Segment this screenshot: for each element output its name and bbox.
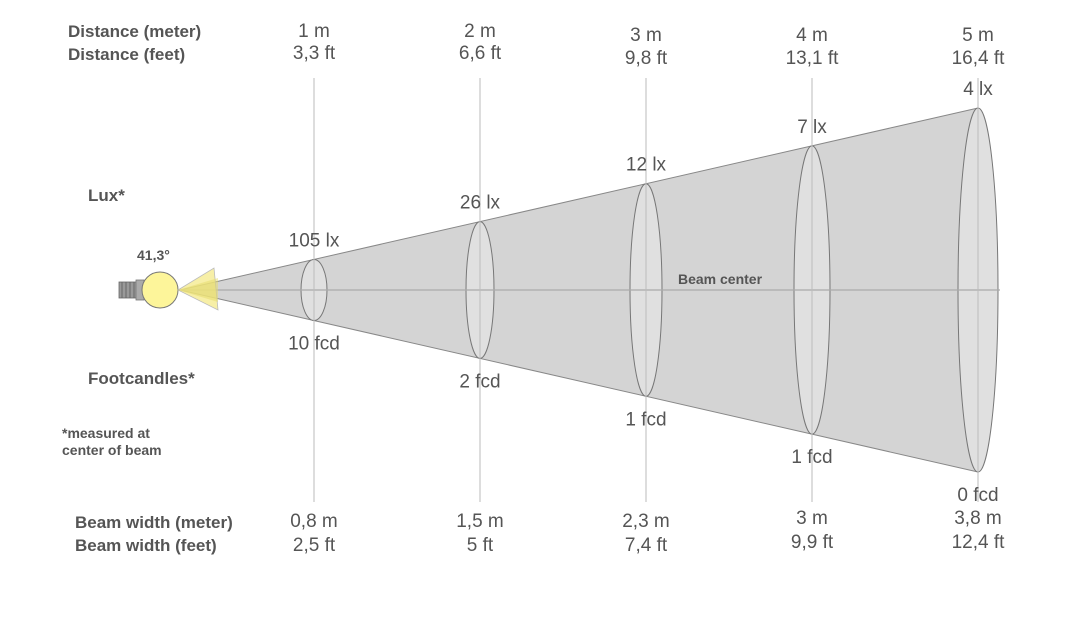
distance-feet-value: 9,8 ft: [625, 48, 668, 69]
fcd-value: 2 fcd: [459, 371, 500, 392]
distance-meter-value: 3 m: [630, 25, 662, 46]
beam-width-meter-value: 1,5 m: [456, 511, 504, 532]
lux-value: 4 lx: [963, 79, 993, 100]
beam-width-meter-value: 3 m: [796, 508, 828, 529]
distance-meter-value: 2 m: [464, 21, 496, 42]
note-line-1: *measured at: [62, 425, 150, 441]
beam-width-feet-label: Beam width (feet): [75, 536, 217, 555]
distance-feet-value: 13,1 ft: [786, 48, 840, 69]
distance-feet-value: 3,3 ft: [293, 43, 336, 64]
lux-value: 105 lx: [289, 230, 340, 251]
distance-meter-value: 1 m: [298, 21, 330, 42]
lux-value: 7 lx: [797, 117, 827, 138]
lux-label: Lux*: [88, 186, 125, 205]
distance-meter-label: Distance (meter): [68, 22, 201, 41]
lux-value: 12 lx: [626, 155, 667, 176]
beam-center-label: Beam center: [678, 271, 763, 287]
beam-angle-label: 41,3°: [137, 247, 170, 263]
distance-feet-label: Distance (feet): [68, 45, 185, 64]
beam-width-feet-value: 12,4 ft: [952, 532, 1006, 553]
beam-width-feet-value: 5 ft: [467, 535, 494, 556]
footcandles-label: Footcandles*: [88, 369, 195, 388]
distance-feet-value: 16,4 ft: [952, 48, 1006, 69]
bulb-icon: [118, 271, 179, 309]
fcd-value: 1 fcd: [791, 447, 832, 468]
fcd-value: 1 fcd: [625, 409, 666, 430]
fcd-value: 10 fcd: [288, 334, 340, 355]
beam-width-feet-value: 7,4 ft: [625, 535, 668, 556]
distance-feet-value: 6,6 ft: [459, 43, 502, 64]
beam-width-meter-value: 3,8 m: [954, 508, 1002, 529]
beam-width-meter-value: 2,3 m: [622, 511, 670, 532]
fcd-value: 0 fcd: [957, 485, 998, 506]
note-line-2: center of beam: [62, 442, 162, 458]
lux-value: 26 lx: [460, 193, 501, 214]
beam-width-meter-label: Beam width (meter): [75, 513, 233, 532]
beam-width-meter-value: 0,8 m: [290, 511, 338, 532]
distance-meter-value: 5 m: [962, 25, 994, 46]
beam-width-feet-value: 9,9 ft: [791, 532, 834, 553]
beam-width-feet-value: 2,5 ft: [293, 535, 336, 556]
distance-meter-value: 4 m: [796, 25, 828, 46]
